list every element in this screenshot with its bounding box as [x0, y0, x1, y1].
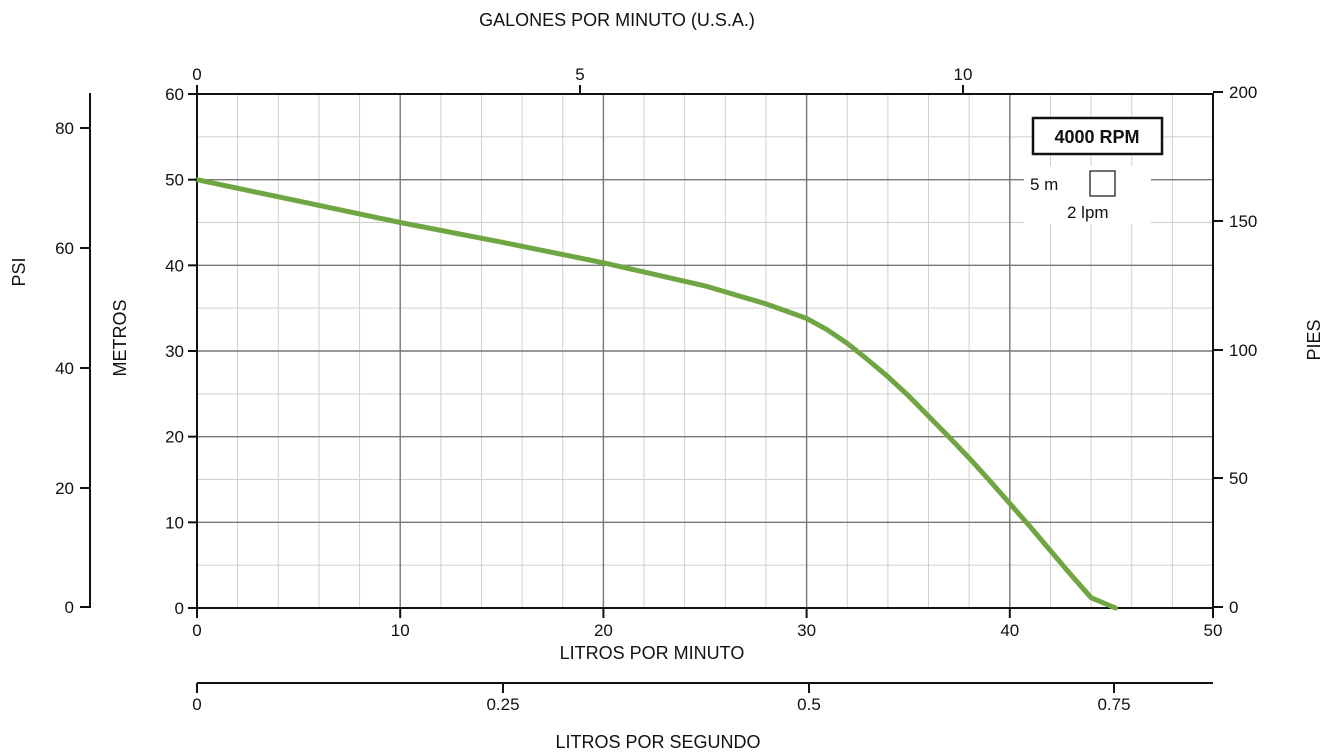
- psi-tick-label: 60: [55, 239, 74, 258]
- x-tick-label: 50: [1204, 621, 1223, 640]
- pies-tick-label: 0: [1229, 598, 1238, 617]
- y-tick-label: 30: [165, 342, 184, 361]
- psi-tick-label: 80: [55, 119, 74, 138]
- scale-legend-backdrop: [1024, 166, 1151, 224]
- psi-tick-label: 20: [55, 479, 74, 498]
- gpm-tick-label: 0: [192, 65, 201, 84]
- y-axis-metros: 0 10 20 30 40 50 60: [165, 85, 197, 618]
- gpm-tick-label: 10: [954, 65, 973, 84]
- performance-curve: [194, 177, 1118, 611]
- y-tick-label: 60: [165, 85, 184, 104]
- lps-tick-label: 0.5: [797, 695, 821, 714]
- lps-tick-label: 0.75: [1097, 695, 1130, 714]
- rpm-badge: 4000 RPM: [1031, 116, 1164, 156]
- bottom-outer-axis-title: LITROS POR SEGUNDO: [555, 732, 760, 752]
- x-axis-lpm: 0 10 20 30 40 50: [192, 608, 1222, 640]
- x-tick-label: 40: [1000, 621, 1019, 640]
- psi-tick-label: 0: [65, 598, 74, 617]
- scale-legend-vertical: 5 m: [1030, 175, 1058, 194]
- y-tick-label: 50: [165, 171, 184, 190]
- top-axis-title: GALONES POR MINUTO (U.S.A.): [479, 10, 755, 30]
- gpm-tick-label: 5: [575, 65, 584, 84]
- lps-tick-label: 0.25: [486, 695, 519, 714]
- y-tick-label: 0: [175, 599, 184, 618]
- left-axis-title: METROS: [110, 299, 130, 376]
- y-tick-label: 10: [165, 513, 184, 532]
- scale-legend: 5 m 2 lpm: [1024, 166, 1151, 224]
- pies-tick-label: 150: [1229, 212, 1257, 231]
- x-tick-label: 10: [391, 621, 410, 640]
- right-axis-title: PIES: [1304, 319, 1324, 360]
- pies-tick-label: 200: [1229, 83, 1257, 102]
- x-axis-lps: 0 0.25 0.5 0.75: [192, 682, 1213, 714]
- scale-legend-horizontal: 2 lpm: [1067, 203, 1109, 222]
- psi-tick-label: 40: [55, 359, 74, 378]
- pies-tick-label: 50: [1229, 469, 1248, 488]
- y-tick-label: 40: [165, 256, 184, 275]
- y-tick-label: 20: [165, 428, 184, 447]
- y-axis-psi: 0 20 40 60 80: [55, 93, 91, 617]
- lps-tick-label: 0: [192, 695, 201, 714]
- left-outer-axis-title: PSI: [9, 257, 29, 286]
- x-axis-gpm: 0 5 10: [192, 65, 972, 94]
- x-tick-label: 0: [192, 621, 201, 640]
- pies-tick-label: 100: [1229, 341, 1257, 360]
- x-tick-label: 20: [594, 621, 613, 640]
- y-axis-pies: 0 50 100 150 200: [1213, 83, 1257, 617]
- bottom-axis-title: LITROS POR MINUTO: [560, 643, 745, 663]
- x-tick-label: 30: [797, 621, 816, 640]
- scale-legend-square: [1089, 170, 1116, 197]
- rpm-badge-label: 4000 RPM: [1054, 127, 1139, 147]
- rpm-badge-box: [1031, 116, 1164, 156]
